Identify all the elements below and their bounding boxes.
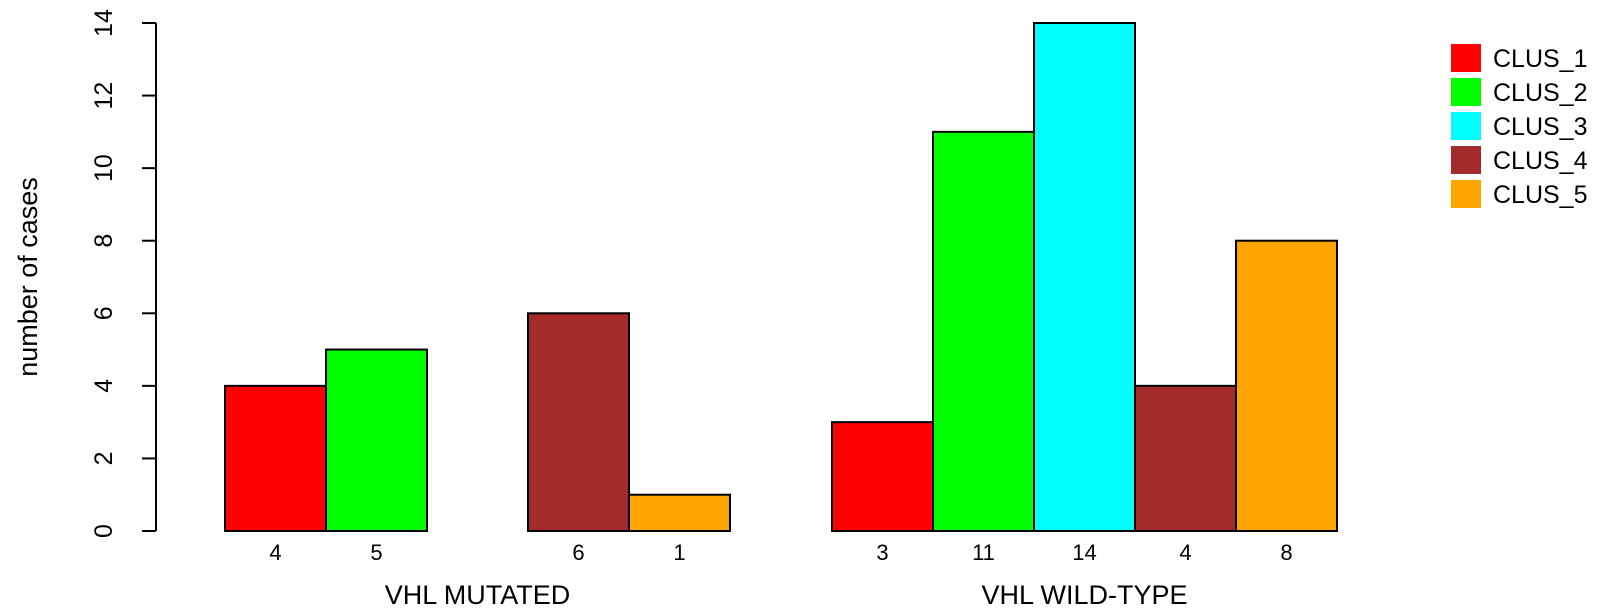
- legend-swatch: [1451, 146, 1481, 174]
- y-tick-label: 0: [90, 524, 118, 538]
- group-label: VHL WILD-TYPE: [981, 580, 1187, 610]
- bar-value-labels: 4 5 6 1 3 11 14 4 8: [269, 540, 1292, 565]
- bar-value-label: 6: [572, 540, 584, 565]
- bar-clus-1-group-1: [224, 384, 327, 532]
- bar-value-label: 1: [673, 540, 685, 565]
- legend-label: CLUS_4: [1493, 147, 1588, 175]
- legend-label: CLUS_2: [1493, 79, 1588, 107]
- y-tick-label: 2: [90, 451, 118, 465]
- bar-value-label: 8: [1280, 540, 1292, 565]
- group-label: VHL MUTATED: [385, 580, 571, 610]
- legend-label: CLUS_1: [1493, 45, 1588, 73]
- legend-label: CLUS_5: [1493, 181, 1588, 209]
- y-tick-label: 12: [90, 82, 118, 110]
- bar-value-label: 14: [1072, 540, 1096, 565]
- bar-clus-3-group-2: [1033, 22, 1136, 532]
- bar-value-label: 3: [876, 540, 888, 565]
- legend-swatch: [1451, 180, 1481, 208]
- y-tick-label: 6: [90, 306, 118, 320]
- y-tick-label: 4: [90, 379, 118, 393]
- legend-label: CLUS_3: [1493, 113, 1588, 141]
- bar-clus-5-group-2: [1235, 239, 1338, 532]
- bar-value-label: 4: [269, 540, 281, 565]
- legend-swatch: [1451, 112, 1481, 140]
- bars: [224, 22, 1338, 533]
- bar-clus-4-group-1: [527, 312, 630, 532]
- bar-clus-5-group-1: [628, 493, 731, 533]
- y-tick-label: 10: [90, 154, 118, 182]
- bar-value-label: 11: [972, 540, 995, 565]
- legend-swatch: [1451, 78, 1481, 106]
- bar-clus-4-group-2: [1134, 384, 1237, 532]
- legend-swatch: [1451, 44, 1481, 72]
- bar-value-label: 4: [1179, 540, 1191, 565]
- y-tick-label: 8: [90, 234, 118, 248]
- bar-clus-2-group-2: [932, 130, 1035, 532]
- group-labels: VHL MUTATED VHL WILD-TYPE: [385, 580, 1188, 610]
- y-tick-label: 14: [90, 9, 118, 37]
- bar-value-label: 5: [370, 540, 382, 565]
- legend: CLUS_1 CLUS_2 CLUS_3 CLUS_4 CLUS_5: [1451, 44, 1588, 209]
- bar-clus-1-group-2: [831, 421, 934, 532]
- bar-clus-2-group-1: [325, 348, 428, 533]
- y-axis: 0 2 4 6 8 10 12 14: [90, 9, 157, 538]
- y-axis-title: number of cases: [13, 177, 43, 377]
